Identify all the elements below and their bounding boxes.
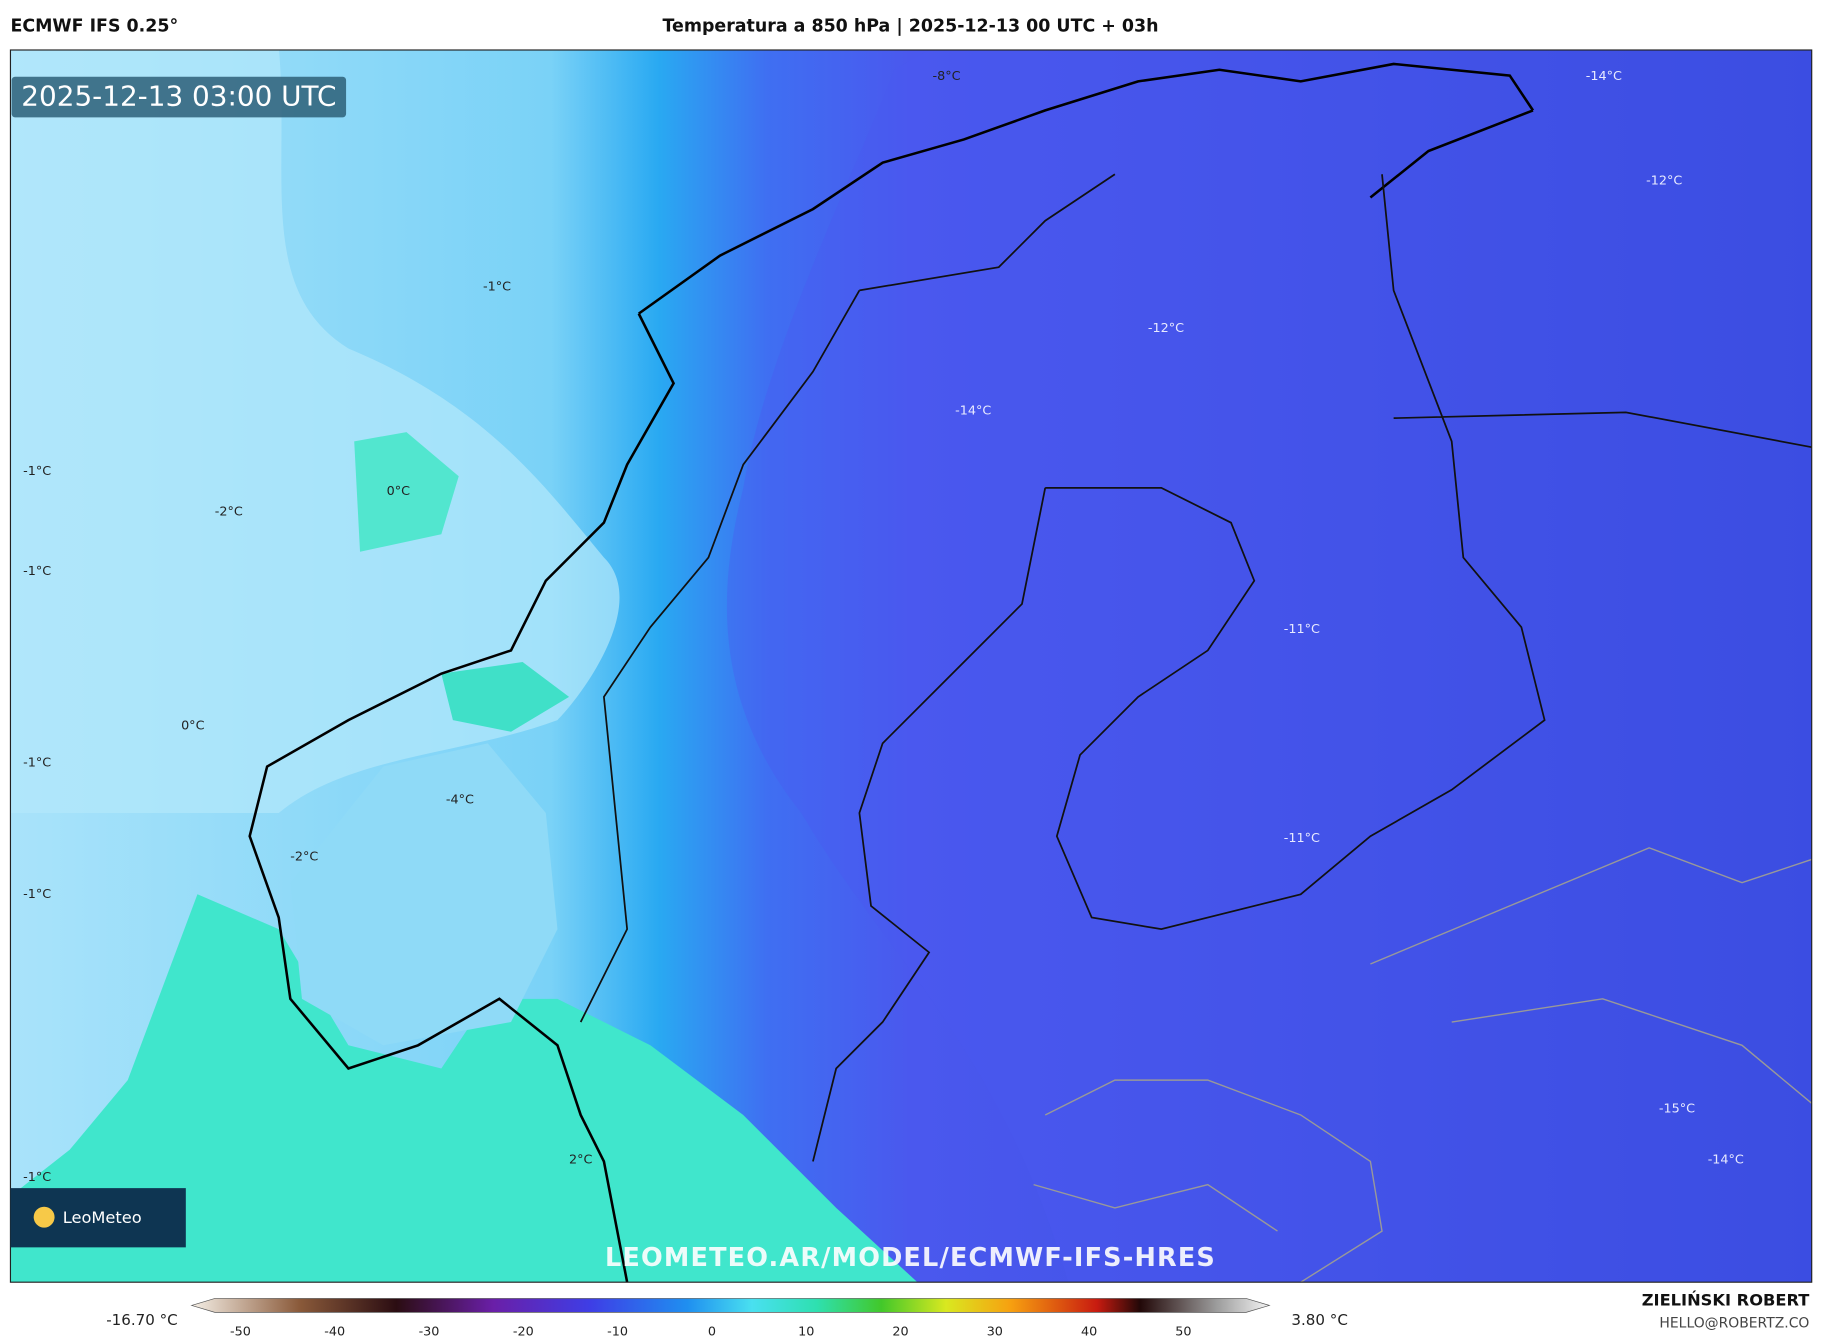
colorbar-max: 3.80 °C: [1291, 1311, 1347, 1329]
colorbar-gradient: [190, 1298, 1271, 1313]
colorbar: -16.70 °C 3.80 °C -50 -40 -30 -20 -10 0 10 20 30…: [106, 1298, 1348, 1338]
contour-label: -1°C: [23, 564, 51, 579]
contour-label: -11°C: [1284, 831, 1320, 846]
contour-label: -2°C: [290, 850, 318, 865]
contour-label: -1°C: [23, 756, 51, 771]
contour-label: -4°C: [446, 793, 474, 808]
model-name: ECMWF IFS 0.25°: [10, 16, 178, 36]
field-patch: [290, 743, 558, 1046]
colorbar-tick-label: 40: [1081, 1325, 1097, 1338]
map-frame: [9, 49, 1813, 1283]
field-patch: [10, 894, 918, 1283]
field-patch: [354, 432, 459, 552]
email: HELLO@ROBERTZ.CO: [1659, 1315, 1809, 1331]
border: [1033, 847, 1812, 1283]
colorbar-tick-label: -20: [513, 1325, 534, 1338]
colorbar-tick-label: -30: [419, 1325, 440, 1338]
coastline: [248, 62, 1535, 1283]
logo-sun: [33, 1206, 55, 1228]
contour-label: -2°C: [215, 505, 243, 520]
timestamp-box: [11, 76, 347, 118]
contour-label: -12°C: [1646, 174, 1682, 189]
map-title: Temperatura a 850 hPa | 2025-12-13 00 UT…: [662, 16, 1158, 36]
field-patch: [441, 662, 570, 732]
colorbar-tick-label: 30: [987, 1325, 1003, 1338]
watermark: LEOMETEO.AR/MODEL/ECMWF-IFS-HRES: [605, 1243, 1216, 1273]
contour-label: -14°C: [955, 404, 991, 419]
contour-label: -1°C: [23, 464, 51, 479]
colorbar-min: -16.70 °C: [106, 1311, 177, 1329]
colorbar-tick-label: -40: [324, 1325, 345, 1338]
contour-label: -8°C: [932, 69, 960, 84]
border: [579, 173, 1812, 1162]
logo: LeoMeteo: [63, 1208, 142, 1227]
contour-label: 2°C: [569, 1153, 593, 1168]
contour-label: -1°C: [483, 279, 511, 294]
contour-label: -1°C: [23, 1170, 51, 1185]
field-patch: [10, 49, 620, 814]
colorbar-tick-label: 10: [798, 1325, 814, 1338]
contour-label: -14°C: [1708, 1153, 1744, 1168]
map: [10, 49, 1812, 1283]
contour-label: -12°C: [1148, 321, 1184, 336]
colorbar-tick-label: 50: [1175, 1325, 1191, 1338]
colorbar-tick-label: -10: [607, 1325, 628, 1338]
contour-labels: -8°C -14°C -12°C -1°C -12°C -14°C -1°C 0…: [23, 69, 1744, 1185]
colorbar-tick-label: -50: [230, 1325, 251, 1338]
colorbar-tick-label: 20: [892, 1325, 908, 1338]
contour-label: 0°C: [181, 718, 205, 733]
timestamp: 2025-12-13 03:00 UTC: [21, 80, 336, 113]
contour-label: -15°C: [1659, 1102, 1695, 1117]
colorbar-tick-label: 0: [708, 1325, 716, 1338]
author: ZIELIŃSKI ROBERT: [1642, 1290, 1810, 1309]
contour-label: -14°C: [1586, 69, 1622, 84]
contour-label: -11°C: [1284, 622, 1320, 637]
field-patch: [726, 49, 1812, 1283]
contour-label: -1°C: [23, 887, 51, 902]
contour-label: 0°C: [387, 484, 411, 499]
